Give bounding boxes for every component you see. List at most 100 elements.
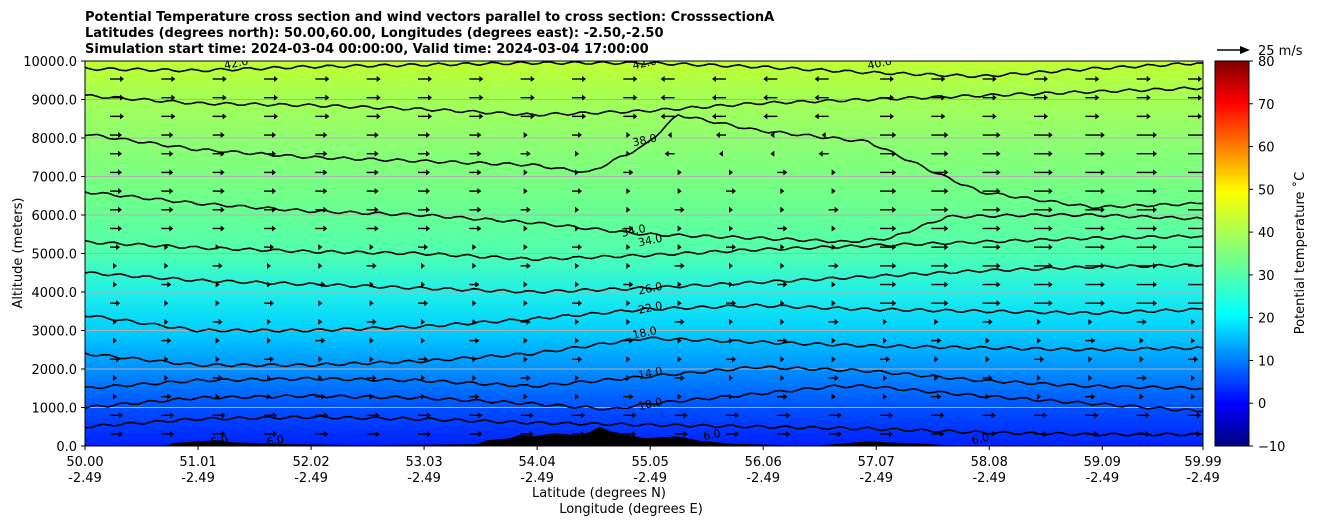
wind-vector-head: [426, 150, 430, 157]
wind-vector-head: [985, 393, 990, 400]
wind-vector-head: [113, 281, 117, 288]
contour-line: [85, 415, 1203, 437]
wind-vector-head: [171, 94, 176, 101]
wind-vector-head: [575, 262, 579, 269]
wind-vector-head: [421, 337, 425, 344]
wind-vector-head: [578, 300, 582, 307]
wind-vector-head: [270, 244, 274, 251]
title-line-3: Simulation start time: 2024-03-04 00:00:…: [85, 42, 649, 57]
wind-vector-head: [267, 318, 271, 325]
wind-vector-head: [119, 412, 123, 419]
wind-vector-head: [780, 244, 785, 251]
wind-vector-head: [786, 431, 791, 437]
wind-vector-head: [215, 244, 220, 251]
wind-vector-head: [996, 225, 1001, 232]
contour-label: 14.0: [637, 364, 664, 382]
wind-vector-head: [992, 94, 997, 101]
wind-vector-head: [996, 244, 1001, 251]
wind-vector-head: [886, 356, 890, 363]
contour-label: 26.0: [637, 280, 664, 298]
wind-vector-head: [934, 356, 939, 363]
wind-vector-head: [426, 132, 430, 139]
wind-vector-head: [780, 206, 785, 213]
wind-vector-head: [167, 281, 172, 288]
contour-line: [85, 365, 1203, 391]
wind-vector-head: [629, 225, 634, 232]
wind-vector-head: [944, 244, 949, 251]
wind-vector-head: [1152, 132, 1157, 139]
wind-vector-head: [374, 188, 379, 195]
wind-vector-head: [1048, 300, 1053, 307]
wind-vector-head: [220, 225, 225, 232]
terrain: [85, 426, 1203, 446]
wind-vector-head: [575, 281, 579, 288]
x-tick-label-lat: 54.04: [519, 455, 556, 470]
wind-vector-head: [991, 412, 996, 419]
wind-vector-head: [475, 393, 480, 400]
wind-vector-head: [1048, 206, 1053, 213]
wind-vector-head: [837, 431, 842, 437]
wind-vector-head: [934, 374, 939, 381]
wind-vector-head: [626, 300, 631, 307]
wind-vector-head: [1037, 374, 1041, 381]
wind-vector-head: [1152, 281, 1157, 288]
y-axis-label: Altitude (meters): [11, 198, 26, 309]
wind-vector-head: [220, 132, 225, 139]
y-tick-label: 9000.0: [32, 94, 78, 109]
wind-vector-head: [786, 412, 791, 419]
wind-vector-head: [1044, 94, 1048, 101]
colorbar-tick-label: −10: [1258, 440, 1285, 455]
colorbar-tick-label: 40: [1258, 226, 1275, 241]
wind-vector-head: [325, 94, 330, 101]
wind-vector-head: [272, 132, 276, 139]
wind-vector-head: [325, 76, 330, 82]
wind-vector-head: [1139, 337, 1144, 344]
title-line-1: Potential Temperature cross section and …: [85, 10, 774, 25]
wind-vector-head: [1152, 150, 1157, 157]
wind-vector-head: [1095, 94, 1100, 101]
wind-vector-head: [116, 356, 120, 363]
y-tick-label: 5000.0: [32, 248, 78, 263]
wind-vector-head: [677, 337, 682, 344]
x-tick-label-lon: -2.49: [68, 471, 102, 486]
wind-vector-head: [1048, 225, 1053, 232]
wind-vector-head: [575, 150, 579, 157]
wind-vector-head: [660, 76, 665, 82]
wind-vector-head: [1037, 393, 1041, 400]
wind-vector-head: [369, 281, 374, 288]
wind-vector-head: [1152, 206, 1157, 213]
wind-vector-head: [677, 244, 682, 251]
wind-vector-head: [890, 113, 894, 120]
wind-vector-head: [1152, 188, 1157, 195]
wind-vector-head: [1205, 225, 1209, 231]
wind-vector-head: [1040, 356, 1044, 363]
wind-vector-head: [477, 188, 482, 195]
wind-vector-head: [988, 318, 993, 325]
y-tick-label: 4000.0: [32, 286, 78, 301]
wind-vector-head: [164, 300, 169, 307]
wind-vector-head: [626, 356, 631, 363]
wind-vector-head: [729, 206, 733, 213]
wind-vector-head: [424, 300, 428, 307]
wind-vector-head: [633, 94, 638, 101]
wind-vector-head: [376, 113, 381, 120]
wind-vector-head: [428, 113, 432, 120]
x-axis-label-lon: Longitude (degrees E): [559, 502, 703, 517]
wind-vector-head: [1037, 337, 1041, 344]
wind-vector-head: [220, 150, 225, 157]
wind-vector-head: [472, 244, 477, 251]
x-tick-label-lat: 56.06: [745, 455, 782, 470]
wind-vector-head: [372, 262, 377, 269]
x-tick-label-lat: 58.08: [971, 455, 1008, 470]
wind-vector-head: [1091, 393, 1096, 400]
wind-vector-head: [814, 94, 819, 101]
wind-vector-head: [424, 244, 428, 251]
wind-vector-head: [626, 244, 631, 251]
wind-vector-head: [834, 262, 839, 269]
wind-vector-head: [1142, 374, 1147, 381]
wind-vector-head: [783, 337, 788, 344]
contour-label: 40.0: [866, 55, 893, 73]
wind-vector-head: [1198, 94, 1202, 101]
wind-vector-head: [837, 412, 842, 419]
wind-vector-head: [1145, 412, 1150, 419]
